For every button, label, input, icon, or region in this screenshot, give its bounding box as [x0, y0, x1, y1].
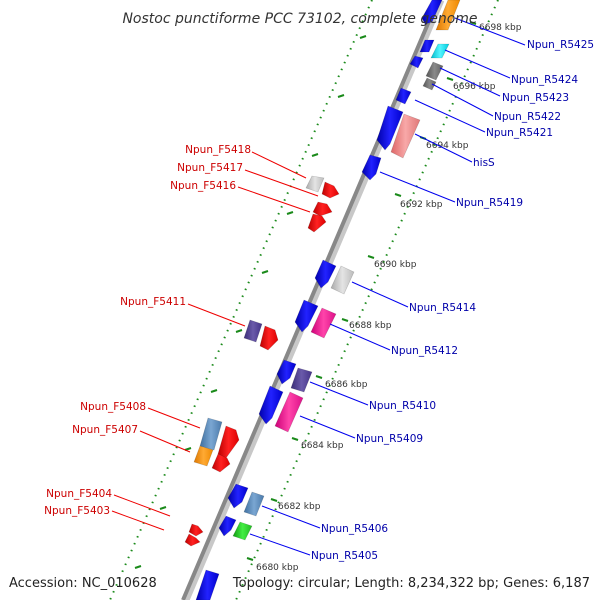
- gene-npun-f5408[interactable]: [199, 417, 223, 451]
- gene-npun-r5410[interactable]: [290, 367, 313, 393]
- gene-npun-r5409[interactable]: [274, 391, 304, 433]
- label-npun-f5417[interactable]: Npun_F5417: [177, 162, 243, 174]
- label-npun-f5407[interactable]: Npun_F5407: [72, 424, 138, 436]
- gene-npun-f5407b[interactable]: [211, 453, 231, 473]
- forward-strand-genes: [184, 175, 340, 547]
- gene-npun-r5421[interactable]: [395, 87, 412, 105]
- label-hiss[interactable]: hisS: [473, 157, 495, 169]
- label-npun-r5405[interactable]: Npun_R5405: [311, 550, 378, 562]
- label-npun-r5414[interactable]: Npun_R5414: [409, 302, 476, 314]
- gene-npun-f5415[interactable]: [307, 213, 327, 233]
- tick-label-6688: 6688 kbp: [349, 321, 392, 331]
- tick-label-6680: 6680 kbp: [256, 563, 299, 573]
- gene-npun-r5405b[interactable]: [218, 515, 237, 537]
- gene-npun-r5419[interactable]: [361, 154, 382, 181]
- gene-npun-r5426[interactable]: [421, 0, 443, 25]
- genome-backbone: [181, 0, 440, 600]
- label-npun-f5416[interactable]: Npun_F5416: [170, 180, 236, 192]
- gene-npun-f5403[interactable]: [184, 533, 201, 547]
- label-npun-r5424[interactable]: Npun_R5424: [511, 74, 578, 86]
- label-npun-f5408[interactable]: Npun_F5408: [80, 401, 146, 413]
- gene-npun-r5406[interactable]: [243, 491, 265, 517]
- tick-label-6690: 6690 kbp: [374, 260, 417, 270]
- tick-label-6692: 6692 kbp: [400, 200, 443, 210]
- gene-npun-f5410[interactable]: [259, 325, 279, 351]
- gene-npun-r5407r[interactable]: [227, 483, 249, 509]
- label-npun-r5421[interactable]: Npun_R5421: [486, 127, 553, 139]
- label-npun-r5419[interactable]: Npun_R5419: [456, 197, 523, 209]
- tick-label-6686: 6686 kbp: [325, 380, 368, 390]
- gene-npun-r5412[interactable]: [310, 307, 337, 339]
- gene-npun-r5425[interactable]: [435, 0, 461, 31]
- label-npun-f5403[interactable]: Npun_F5403: [44, 505, 110, 517]
- tick-label-6694: 6694 kbp: [426, 141, 469, 151]
- gene-npun-r5424[interactable]: [430, 43, 450, 59]
- label-npun-r5410[interactable]: Npun_R5410: [369, 400, 436, 412]
- gene-npun-r5409b[interactable]: [258, 385, 284, 425]
- label-npun-r5425[interactable]: Npun_R5425: [527, 39, 594, 51]
- label-npun-r5423[interactable]: Npun_R5423: [502, 92, 569, 104]
- map-title: Nostoc punctiforme PCC 73102, complete g…: [122, 11, 477, 27]
- gene-hiss[interactable]: [390, 113, 421, 159]
- gene-npun-r5402[interactable]: [195, 569, 220, 600]
- tick-label-6696: 6696 kbp: [453, 82, 496, 92]
- gene-npun-f5411[interactable]: [243, 319, 263, 343]
- gene-npun-r5415[interactable]: [314, 259, 337, 289]
- gene-npun-r5405[interactable]: [232, 521, 253, 541]
- label-npun-r5409[interactable]: Npun_R5409: [356, 433, 423, 445]
- gene-npun-f5418[interactable]: [305, 175, 325, 193]
- tick-label-6698: 6698 kbp: [479, 23, 522, 33]
- label-npun-r5406[interactable]: Npun_R5406: [321, 523, 388, 535]
- tick-label-6684: 6684 kbp: [301, 441, 344, 451]
- tick-label-6682: 6682 kbp: [278, 502, 321, 512]
- gene-npun-f5407[interactable]: [193, 445, 214, 467]
- accession-text: Accession: NC_010628: [9, 576, 157, 591]
- label-npun-r5412[interactable]: Npun_R5412: [391, 345, 458, 357]
- reverse-strand-genes: [195, 0, 461, 600]
- gene-npun-f5417[interactable]: [321, 181, 340, 199]
- gene-npun-r5411r[interactable]: [276, 359, 297, 385]
- gene-npun-f5416[interactable]: [312, 201, 333, 217]
- gene-npun-r5424b[interactable]: [419, 39, 435, 53]
- scale-tick-marks: [246, 21, 477, 561]
- genome-summary-text: Topology: circular; Length: 8,234,322 bp…: [232, 576, 590, 591]
- label-npun-r5422[interactable]: Npun_R5422: [494, 111, 561, 123]
- reverse-leader-lines: [249, 17, 526, 556]
- label-npun-f5418[interactable]: Npun_F5418: [185, 144, 251, 156]
- label-npun-f5411[interactable]: Npun_F5411: [120, 296, 186, 308]
- gene-npun-r5423b[interactable]: [409, 55, 424, 69]
- gene-npun-r5420[interactable]: [376, 105, 404, 151]
- gene-npun-r5422[interactable]: [422, 77, 437, 91]
- label-npun-f5404[interactable]: Npun_F5404: [46, 488, 112, 500]
- gene-npun-r5413[interactable]: [294, 299, 319, 333]
- inner-tick-marks: [134, 35, 367, 569]
- forward-leader-lines: [111, 151, 319, 531]
- gene-npun-r5423[interactable]: [425, 61, 444, 81]
- gene-npun-f5404[interactable]: [188, 523, 204, 537]
- gene-npun-r5414[interactable]: [330, 265, 355, 295]
- gene-npun-f5408b[interactable]: [217, 425, 240, 459]
